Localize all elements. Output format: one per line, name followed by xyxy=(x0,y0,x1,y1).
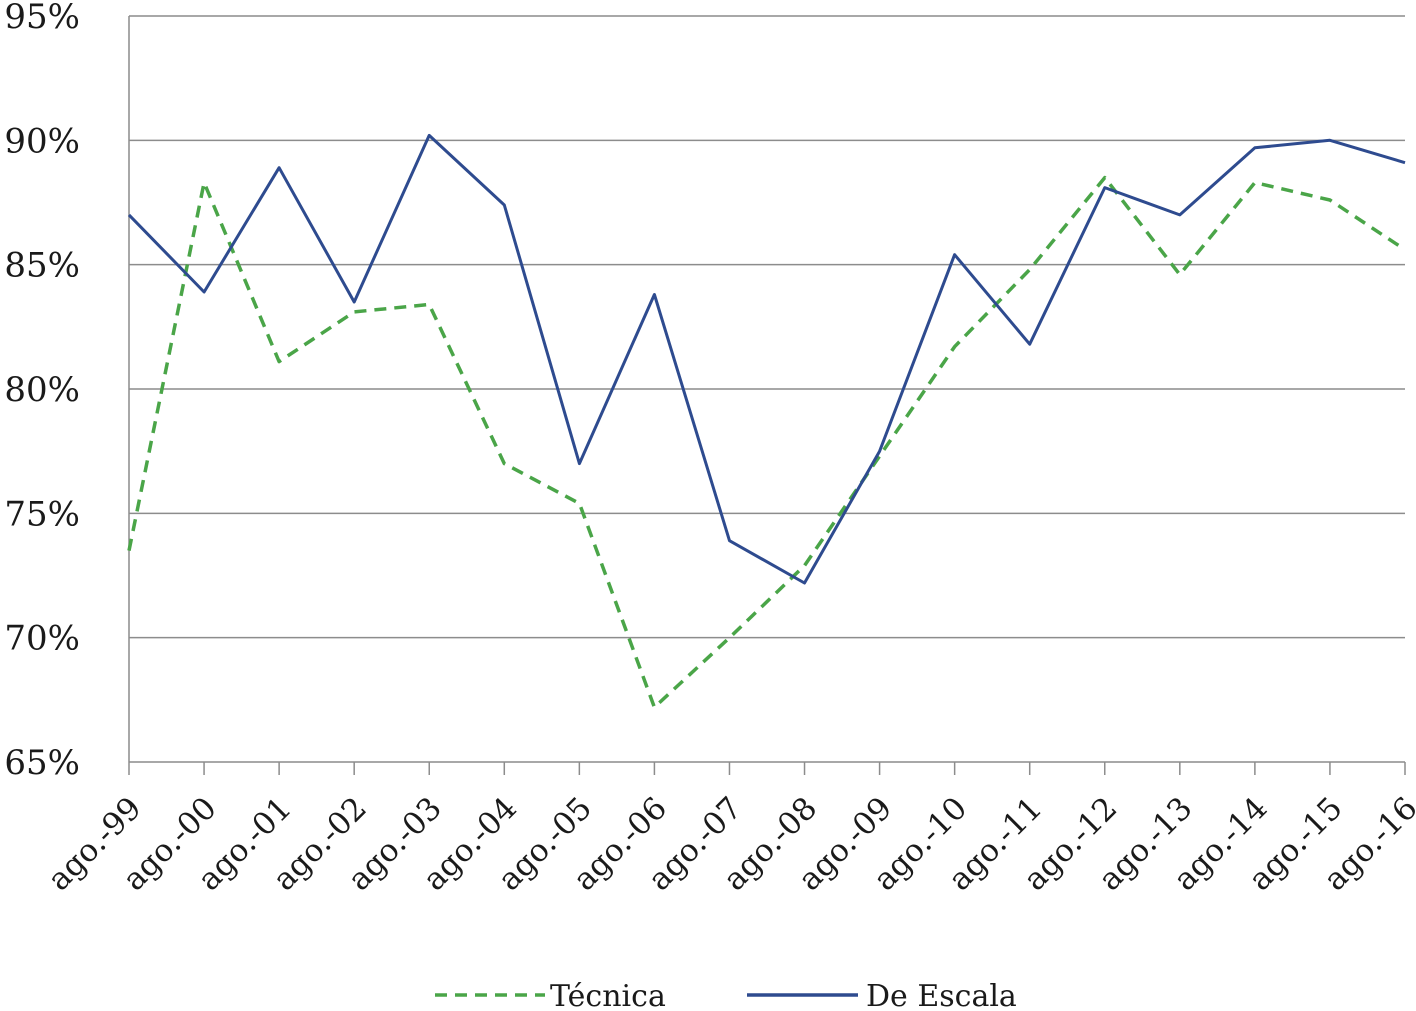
y-axis-tick-labels: 65% 70% 75% 80% 85% 90% 95% xyxy=(4,0,80,783)
y-tick-label: 95% xyxy=(4,0,80,37)
y-tick-label: 85% xyxy=(4,246,80,286)
x-axis xyxy=(128,16,1406,775)
legend-label-tecnica: Técnica xyxy=(550,979,666,1011)
legend: Técnica De Escala xyxy=(435,979,1017,1011)
y-tick-label: 65% xyxy=(4,743,80,783)
series-line-de-escala xyxy=(127,133,1406,585)
y-tick-label: 80% xyxy=(4,370,80,410)
series-lines xyxy=(127,133,1406,710)
y-tick-label: 70% xyxy=(4,619,80,659)
y-tick-label: 90% xyxy=(4,121,80,161)
gridlines xyxy=(129,15,1405,639)
series-line-tecnica xyxy=(127,175,1406,710)
y-tick-label: 75% xyxy=(4,494,80,534)
legend-label-de-escala: De Escala xyxy=(866,979,1017,1011)
x-axis-tick-labels: ago.-99ago.-00ago.-01ago.-02ago.-03ago.-… xyxy=(41,790,1416,898)
